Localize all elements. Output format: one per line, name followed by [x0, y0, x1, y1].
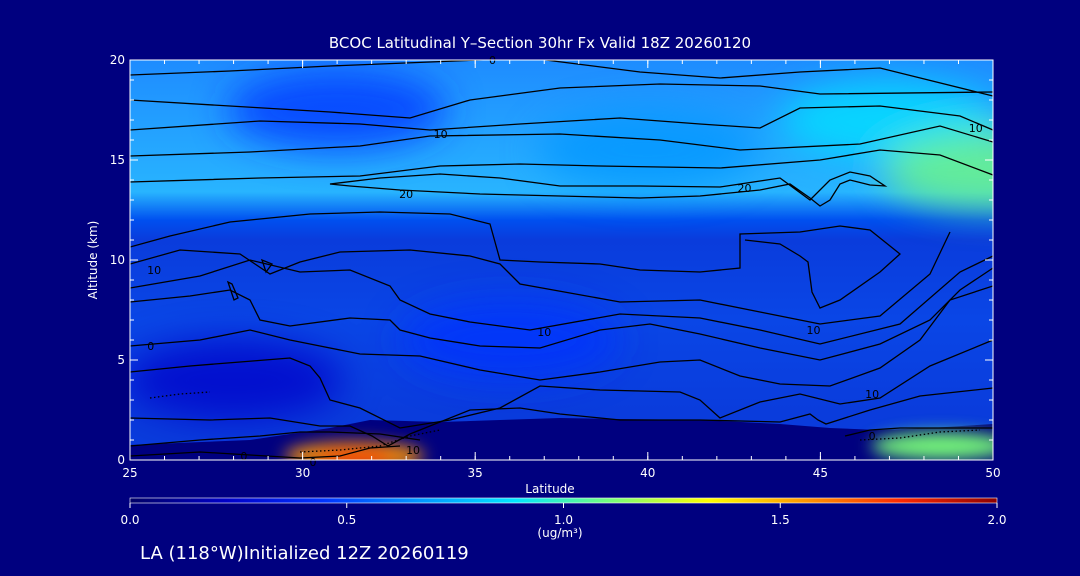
colorbar-tick-label: 1.5: [771, 513, 790, 527]
contour-label: 0: [240, 450, 247, 463]
contour-label: 10: [537, 326, 551, 339]
colorbar-tick-label: 0.5: [337, 513, 356, 527]
contour-line: [260, 258, 274, 274]
contour-label: 0: [869, 430, 876, 443]
concentration-cell: [871, 432, 993, 460]
concentration-cell: [399, 300, 620, 380]
x-tick-label: 50: [985, 466, 1000, 480]
concentration-cell: [130, 340, 344, 420]
axes: 25 30 35 40 45 50 0 5 10 15 20: [110, 53, 1001, 480]
concentration-cell: [883, 130, 993, 210]
contour-line: [130, 125, 993, 157]
contour-label: 0: [309, 456, 316, 469]
contour-line: [540, 60, 993, 97]
colorbar: 0.0 0.5 1.0 1.5 2.0: [120, 497, 1007, 527]
contour-line: [130, 83, 993, 119]
initialization-footer: LA (118°W)Initialized 12Z 20260119: [140, 543, 469, 564]
contour-line: [226, 280, 239, 301]
contour-line: [859, 429, 981, 441]
chart-title: BCOC Latitudinal Y–Section 30hr Fx Valid…: [328, 34, 752, 52]
contour-line: [130, 105, 993, 131]
colorbar-tick-label: 1.0: [554, 513, 573, 527]
colorbar-tick-label: 0.0: [120, 513, 139, 527]
colorbar-gradient: [129, 497, 998, 504]
contour-label: 20: [737, 182, 751, 195]
x-tick-label: 35: [468, 466, 483, 480]
contour-label: 10: [434, 128, 448, 141]
colorbar-tick-label: 2.0: [987, 513, 1006, 527]
x-tick-label: 30: [295, 466, 310, 480]
y-tick-label: 15: [110, 153, 125, 167]
contour-line: [130, 211, 902, 309]
y-tick-label: 5: [117, 353, 125, 367]
contour-lines: [130, 60, 993, 459]
contour-line: [130, 267, 993, 361]
contour-line: [130, 149, 993, 183]
contour-line: [130, 387, 993, 447]
contour-line: [299, 429, 441, 453]
x-tick-label: 40: [640, 466, 655, 480]
y-tick-label: 10: [110, 253, 125, 267]
contour-label: 20: [399, 188, 413, 201]
x-axis-label: Latitude: [525, 482, 575, 496]
contour-label: 10: [806, 324, 820, 337]
concentration-cell: [316, 451, 393, 460]
x-tick-label: 45: [813, 466, 828, 480]
contour-line: [130, 231, 951, 325]
contour-line: [130, 339, 993, 429]
contour-line: [130, 445, 401, 459]
contour-line: [130, 431, 421, 447]
contour-line: [329, 171, 888, 207]
contour-label: 10: [406, 444, 420, 457]
contour-label: 10: [147, 264, 161, 277]
y-axis-label: Altitude (km): [86, 221, 100, 300]
y-tick-label: 0: [117, 453, 125, 467]
contour-line: [130, 60, 497, 76]
colorbar-unit-label: (ug/m³): [537, 526, 583, 540]
contour-label: 10: [865, 388, 879, 401]
contour-label: 0: [147, 340, 154, 353]
x-tick-label: 25: [122, 466, 137, 480]
y-tick-label: 20: [110, 53, 125, 67]
concentration-cell: [227, 70, 448, 150]
concentration-cell: [537, 110, 758, 190]
contour-line: [130, 285, 993, 387]
contour-line: [844, 427, 993, 437]
concentration-field: [130, 60, 993, 460]
contour-line: [130, 255, 993, 345]
contour-label: 10: [969, 122, 983, 135]
